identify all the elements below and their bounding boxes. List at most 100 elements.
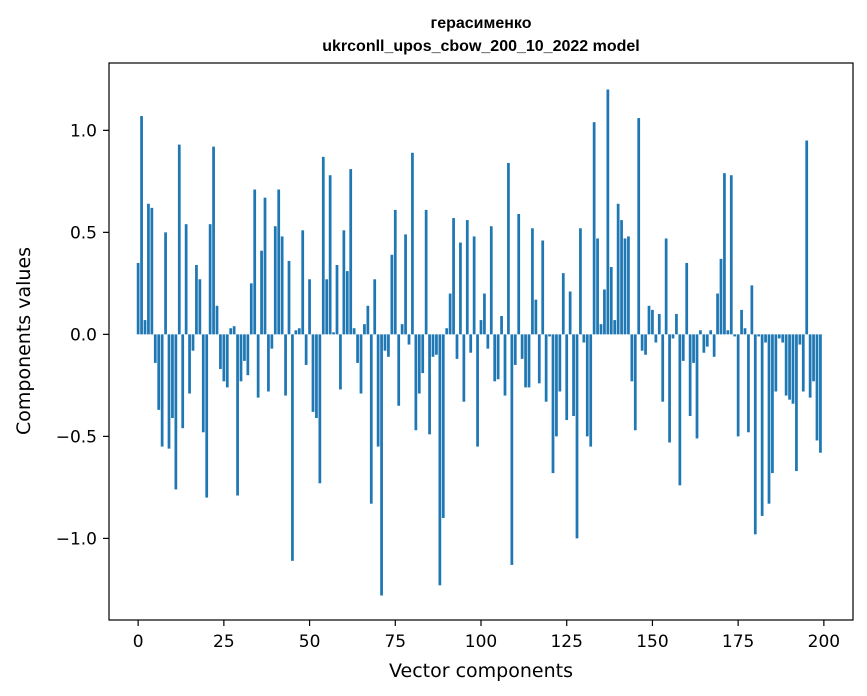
bar-component-194 bbox=[801, 334, 805, 392]
bar-component-34 bbox=[253, 189, 257, 335]
bar-component-185 bbox=[771, 334, 774, 474]
bar-component-30 bbox=[239, 334, 243, 382]
bar-component-115 bbox=[531, 228, 534, 335]
bar-component-49 bbox=[304, 334, 308, 365]
x-axis-label: Vector components bbox=[389, 660, 573, 682]
bar-component-77 bbox=[400, 324, 404, 335]
bar-component-67 bbox=[366, 305, 370, 335]
bar-component-118 bbox=[541, 240, 545, 335]
bar-component-83 bbox=[421, 334, 425, 374]
bar-component-147 bbox=[640, 334, 644, 351]
bar-component-43 bbox=[284, 334, 287, 396]
bar-component-6 bbox=[157, 334, 161, 410]
bar-component-44 bbox=[287, 260, 291, 335]
bar-component-71 bbox=[380, 334, 383, 596]
bar-component-25 bbox=[222, 334, 226, 382]
bar-component-121 bbox=[551, 334, 555, 474]
bar-component-48 bbox=[301, 230, 305, 335]
y-axis-ticks: −1.0 −0.5 0.0 0.5 1.0 bbox=[56, 121, 109, 549]
bar-component-16 bbox=[191, 334, 195, 351]
bar-component-59 bbox=[339, 334, 342, 390]
bar-component-122 bbox=[555, 334, 558, 437]
bar-component-99 bbox=[476, 334, 479, 447]
bar-component-162 bbox=[692, 334, 695, 363]
bar-component-78 bbox=[404, 234, 407, 335]
bar-component-131 bbox=[585, 334, 589, 437]
bar-component-15 bbox=[188, 334, 191, 394]
bar-component-155 bbox=[668, 334, 671, 443]
bar-component-143 bbox=[627, 236, 630, 335]
bar-component-111 bbox=[517, 213, 521, 335]
bar-component-80 bbox=[411, 152, 414, 335]
bar-component-47 bbox=[297, 328, 301, 335]
bar-component-12 bbox=[177, 144, 181, 335]
bar-component-145 bbox=[633, 334, 637, 431]
bar-component-97 bbox=[469, 334, 473, 353]
bar-component-174 bbox=[733, 334, 737, 337]
bar-component-22 bbox=[212, 146, 215, 335]
bar-component-84 bbox=[424, 209, 428, 335]
bar-component-86 bbox=[431, 334, 435, 357]
bar-component-28 bbox=[232, 326, 236, 335]
bar-component-73 bbox=[387, 334, 390, 357]
bar-component-149 bbox=[647, 305, 651, 335]
bar-component-54 bbox=[321, 156, 325, 335]
bar-component-104 bbox=[493, 334, 497, 382]
bar-component-124 bbox=[561, 273, 565, 335]
bar-component-171 bbox=[723, 173, 726, 335]
bar-component-26 bbox=[225, 334, 229, 388]
bar-component-46 bbox=[294, 330, 298, 335]
bar-component-1 bbox=[140, 116, 143, 335]
bar-component-41 bbox=[277, 189, 281, 335]
bar-component-123 bbox=[558, 334, 562, 392]
bar-component-148 bbox=[644, 334, 647, 355]
bar-component-85 bbox=[428, 334, 431, 435]
bar-component-168 bbox=[712, 334, 716, 357]
bar-component-4 bbox=[150, 207, 154, 335]
bars-group bbox=[136, 89, 822, 596]
bar-component-189 bbox=[784, 334, 788, 396]
bar-component-136 bbox=[603, 289, 606, 335]
y-axis-label: Components values bbox=[13, 247, 35, 435]
bar-component-66 bbox=[363, 324, 366, 335]
bar-component-179 bbox=[750, 285, 754, 335]
chart-subtitle: ukrconll_upos_cbow_200_10_2022 model bbox=[322, 38, 639, 55]
x-tick-label: 200 bbox=[808, 632, 840, 652]
bar-component-68 bbox=[369, 334, 373, 504]
bar-component-116 bbox=[534, 299, 538, 335]
bar-component-177 bbox=[743, 328, 747, 335]
bar-component-105 bbox=[496, 334, 500, 380]
bar-component-186 bbox=[774, 334, 778, 392]
bar-component-72 bbox=[383, 334, 387, 351]
bar-component-33 bbox=[249, 283, 253, 335]
bar-component-169 bbox=[716, 293, 719, 335]
bar-component-32 bbox=[246, 334, 250, 376]
bar-component-88 bbox=[438, 334, 442, 586]
y-tick-label: 0.5 bbox=[70, 223, 97, 243]
x-tick-label: 50 bbox=[299, 632, 321, 652]
bar-component-18 bbox=[198, 279, 202, 335]
bar-component-69 bbox=[373, 279, 377, 335]
bar-component-184 bbox=[767, 334, 771, 504]
bar-component-167 bbox=[709, 330, 713, 335]
x-tick-label: 0 bbox=[133, 632, 144, 652]
bar-component-106 bbox=[500, 316, 503, 335]
bar-component-100 bbox=[479, 320, 483, 335]
bar-component-65 bbox=[359, 334, 363, 394]
bar-component-180 bbox=[753, 334, 757, 535]
bar-component-119 bbox=[544, 334, 548, 402]
plot-frame bbox=[108, 62, 854, 621]
bar-component-101 bbox=[483, 293, 486, 335]
bar-component-146 bbox=[637, 118, 641, 335]
bar-component-14 bbox=[184, 224, 188, 335]
bar-component-57 bbox=[332, 332, 335, 335]
bar-component-81 bbox=[414, 334, 418, 431]
bar-component-63 bbox=[352, 328, 356, 335]
bar-component-92 bbox=[452, 218, 455, 335]
bar-component-158 bbox=[678, 334, 682, 486]
bar-component-152 bbox=[657, 313, 661, 335]
bar-component-170 bbox=[719, 258, 723, 335]
bar-component-35 bbox=[256, 334, 260, 398]
bar-component-139 bbox=[613, 320, 617, 335]
bar-component-10 bbox=[171, 334, 174, 419]
